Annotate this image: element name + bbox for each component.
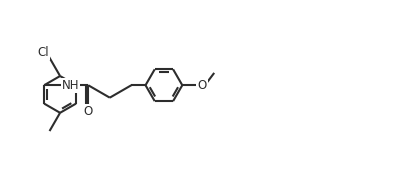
Text: NH: NH [62, 79, 79, 92]
Text: O: O [197, 79, 206, 92]
Text: Cl: Cl [38, 46, 50, 59]
Text: O: O [84, 105, 93, 118]
